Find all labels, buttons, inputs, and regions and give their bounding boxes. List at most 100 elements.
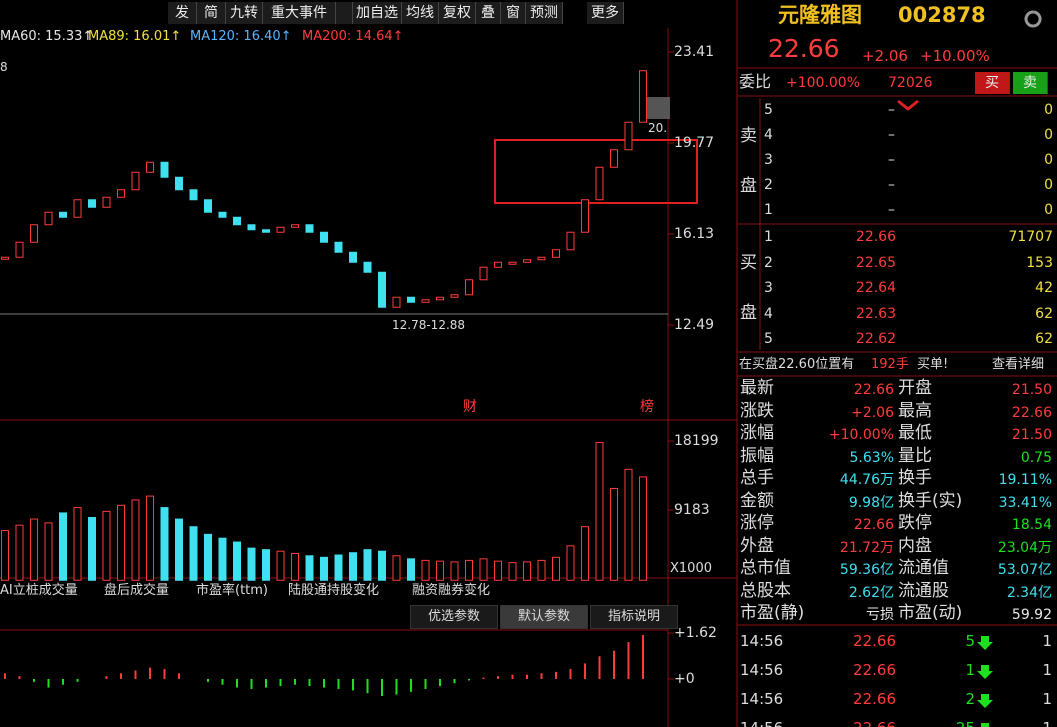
- buy-button[interactable]: 买: [975, 72, 1010, 94]
- ma-legend: MA60: 15.33↑: [0, 29, 94, 44]
- candle: [146, 161, 154, 173]
- detail-link[interactable]: 查看详细: [992, 357, 1045, 372]
- toolbar-button[interactable]: 九转: [226, 2, 263, 24]
- y-tick-label: 18199: [674, 433, 719, 449]
- tick-count: 1: [1042, 719, 1052, 727]
- side-label: 买: [740, 253, 757, 273]
- volume-bar: [189, 526, 198, 581]
- stat-label: 涨跌: [740, 400, 774, 421]
- candle: [320, 231, 328, 243]
- candle: [378, 271, 386, 308]
- sell-price: –: [888, 127, 895, 143]
- change-pct: +10.00%: [920, 47, 990, 65]
- change: +2.06: [862, 47, 908, 65]
- stat-value: 0.75: [1020, 449, 1052, 466]
- y-tick-label: 12.49: [674, 317, 715, 333]
- param-button[interactable]: 优选参数: [410, 605, 498, 629]
- toolbar-button[interactable]: 窗: [501, 2, 526, 24]
- candle: [1, 256, 9, 260]
- candle: [595, 166, 604, 201]
- buy-volume: 153: [1026, 254, 1053, 271]
- stat-value: 59.92: [1011, 607, 1052, 623]
- y-tick-label: 9183: [674, 502, 710, 518]
- last-price: 22.66: [768, 34, 840, 63]
- candle: [160, 161, 169, 178]
- toolbar-button[interactable]: 复权: [439, 2, 476, 24]
- level: 4: [764, 127, 773, 143]
- buy-volume: 62: [1035, 305, 1053, 322]
- toolbar-button[interactable]: 发: [168, 2, 197, 24]
- stat-value: 9.98亿: [848, 494, 894, 511]
- tick-time: 14:56: [740, 661, 784, 679]
- toolbar-button[interactable]: 简: [197, 2, 226, 24]
- candle: [479, 266, 488, 281]
- stat-label: 内盘: [898, 535, 932, 556]
- down-arrow: [981, 723, 989, 727]
- candle: [59, 211, 67, 218]
- volume-bar: [581, 526, 589, 581]
- tick-price: 22.66: [853, 632, 896, 650]
- param-button[interactable]: 默认参数: [500, 605, 588, 629]
- sell-price: –: [888, 177, 895, 193]
- indicator-tab[interactable]: 盘后成交量: [104, 583, 170, 598]
- down-arrow: [977, 694, 993, 708]
- toolbar-button[interactable]: 均线: [402, 2, 439, 24]
- volume-bar: [421, 559, 430, 581]
- stat-value: 亏损: [866, 607, 894, 623]
- candle: [392, 296, 401, 308]
- volume-bar: [276, 550, 285, 581]
- toolbar-button[interactable]: 加自选: [353, 2, 402, 24]
- tick-time: 14:56: [740, 719, 783, 727]
- candle: [508, 261, 517, 265]
- stat-label: 换手: [898, 468, 932, 488]
- dropdown: [336, 2, 353, 24]
- volume-bar: [392, 555, 401, 581]
- tick-price: 22.66: [853, 661, 896, 679]
- volume-bar: [624, 468, 633, 581]
- tick-price: 22.66: [853, 690, 896, 708]
- indicator-tab[interactable]: AI立桩成交量: [0, 583, 78, 598]
- toolbar-button[interactable]: 预测: [526, 2, 563, 24]
- y-tick-label: +0: [674, 671, 695, 687]
- indicator-tab[interactable]: 融资融券变化: [412, 583, 491, 598]
- stock-name: 元隆雅图: [778, 3, 862, 27]
- sell-volume: 0: [1044, 177, 1053, 193]
- stat-value: 21.50: [1011, 427, 1052, 443]
- toolbar-button[interactable]: 叠: [476, 2, 501, 24]
- candle: [131, 171, 140, 191]
- sell-volume: 0: [1044, 127, 1053, 143]
- side-label: 盘: [740, 303, 757, 323]
- marker: 财: [463, 399, 477, 415]
- indicator-tab[interactable]: 陆股通持股变化: [288, 583, 380, 598]
- sell-volume: 0: [1044, 152, 1053, 168]
- candle: [334, 241, 343, 253]
- indicator-tab[interactable]: 市盈率(ttm): [196, 583, 269, 598]
- stat-value: 53.07亿: [997, 562, 1052, 578]
- toolbar-button[interactable]: 重大事件: [263, 2, 336, 24]
- stat-value: 59.36亿: [839, 562, 894, 578]
- settings-icon: [1024, 10, 1042, 28]
- sell-button[interactable]: 卖: [1013, 72, 1048, 94]
- stat-value: +10.00%: [828, 427, 894, 443]
- level: 1: [764, 202, 773, 218]
- volume-bar: [552, 556, 560, 581]
- last-price-label: 20.: [648, 121, 668, 135]
- volume-bar: [30, 518, 38, 581]
- side-label: 卖: [740, 126, 757, 146]
- toolbar-button[interactable]: 更多: [587, 2, 624, 24]
- candle: [537, 256, 546, 261]
- candle: [175, 176, 183, 191]
- y-tick-label: +1.62: [674, 625, 717, 641]
- level: 3: [764, 152, 773, 168]
- volume-bar: [465, 559, 473, 581]
- volume-bar: [537, 559, 546, 581]
- notice-text: 买单!: [917, 357, 949, 372]
- collapse-icon: [897, 99, 919, 111]
- unit-label: X1000: [670, 561, 712, 576]
- volume-bar: [320, 556, 328, 581]
- stat-label: 市盈(动): [898, 603, 963, 623]
- price-flag: [645, 97, 670, 119]
- tick-count: 1: [1042, 690, 1052, 708]
- param-button[interactable]: 指标说明: [590, 605, 678, 629]
- stat-value: 22.66: [853, 517, 894, 533]
